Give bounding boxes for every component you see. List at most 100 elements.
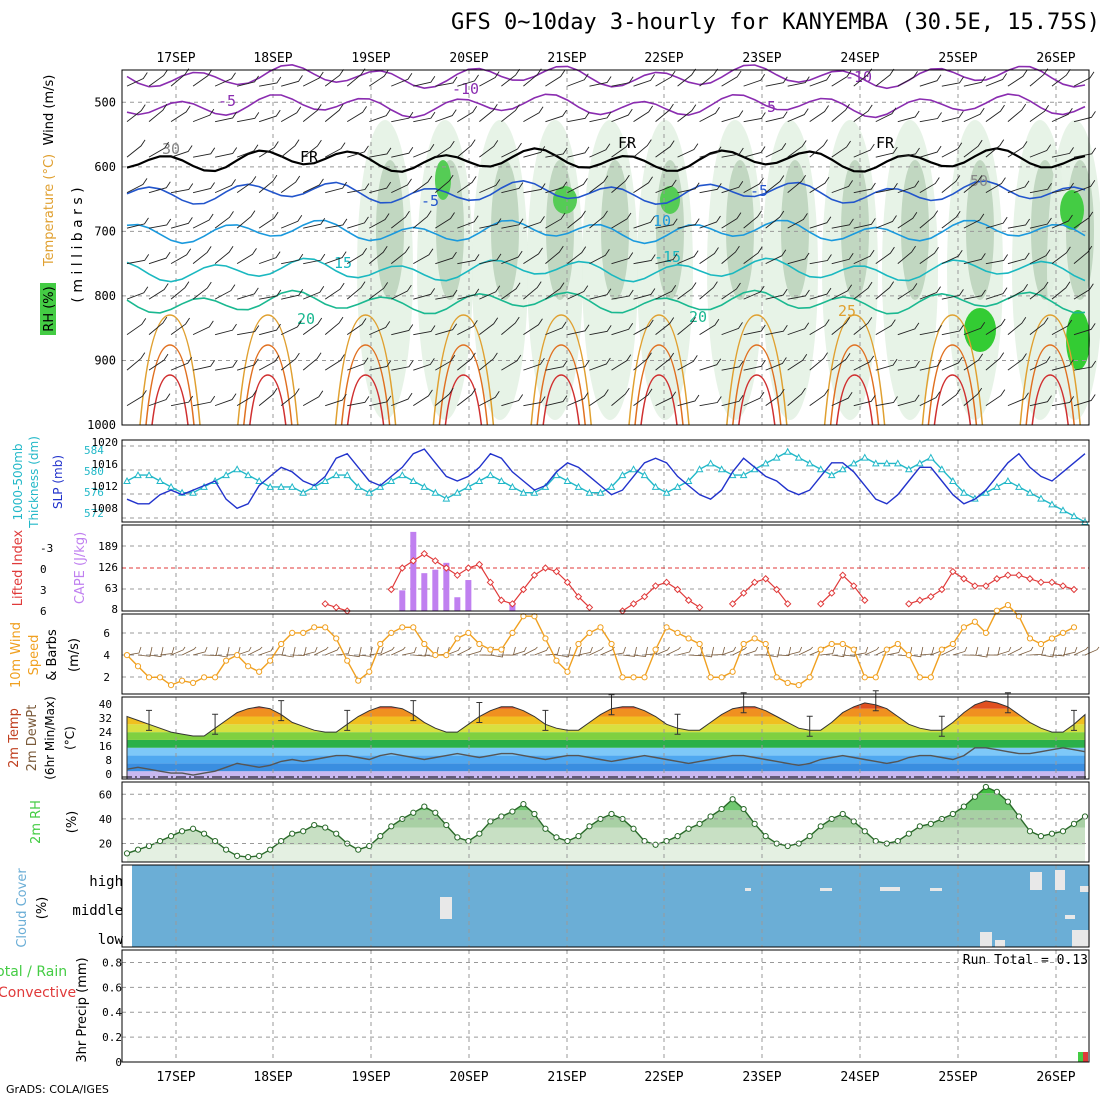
rh-line-point	[564, 837, 571, 845]
wind-barb	[1051, 147, 1074, 158]
wind-barb	[1007, 284, 1028, 300]
wind-speed-line-point	[145, 674, 153, 681]
wind-speed-line-point	[982, 629, 989, 636]
wind-barb	[280, 320, 302, 336]
rh-shade-high	[964, 308, 996, 352]
wind-barb	[985, 318, 1006, 336]
wind-speed-line-point	[674, 629, 681, 636]
rh-line-point	[134, 846, 142, 853]
surface-wind-barb	[622, 646, 637, 657]
thickness-line-point	[167, 482, 175, 490]
wind-barb	[126, 286, 149, 300]
surface-wind-barb	[853, 646, 869, 656]
wind-speed-line-point	[971, 618, 978, 625]
wind-speed-line-point	[1026, 635, 1034, 642]
pressure-tick: 800	[94, 289, 116, 303]
rh-line-point	[333, 830, 340, 837]
boundary-contour	[444, 374, 483, 426]
wind-speed-line-point	[399, 624, 406, 631]
surface-wind-barb	[567, 646, 582, 657]
wind-barb	[1029, 217, 1052, 229]
cloud-gap	[980, 932, 992, 947]
wind-barb	[633, 139, 652, 158]
wind-speed-line-point	[509, 629, 516, 636]
wind-barb	[192, 395, 216, 407]
contour-label: 20	[297, 310, 315, 328]
wind-barb	[809, 216, 832, 229]
wind-barb	[1029, 68, 1049, 87]
wind-barb	[303, 217, 326, 229]
wind-barb	[479, 104, 498, 122]
wind-barb	[853, 395, 876, 407]
wind-barb	[236, 248, 257, 265]
boundary-contour	[151, 374, 189, 426]
wind-speed-line-point	[278, 640, 285, 648]
surface-wind-barb	[402, 646, 417, 656]
wind-barb	[743, 360, 766, 371]
cloud-unit-label: (%)	[35, 897, 50, 920]
wind-barb	[325, 251, 347, 265]
wind-barb	[479, 352, 498, 371]
wind-barb	[148, 103, 168, 122]
surface-wind-barb	[501, 646, 516, 656]
wind-barb	[853, 218, 876, 229]
wind-barb	[1073, 245, 1093, 264]
wind-barb	[699, 183, 722, 194]
thickness-line-point	[1059, 506, 1067, 514]
wind-barb	[985, 104, 1005, 123]
wind-barb	[435, 323, 458, 336]
wind-speed-line-point	[894, 640, 901, 648]
surface-wind-barb	[1040, 646, 1056, 658]
wind-speed-line-point	[795, 682, 802, 689]
li-point	[321, 600, 329, 608]
surface-wind-barb	[126, 646, 142, 656]
wind-speed-line-point	[178, 677, 186, 684]
wind-barb	[413, 389, 433, 407]
li-point	[828, 589, 836, 597]
wind-speed-line-point	[256, 668, 263, 675]
wind-barb	[633, 254, 656, 265]
li-point	[497, 596, 506, 604]
li-tick: 6	[40, 605, 47, 618]
wind-axis-label-4: (m/s)	[67, 638, 82, 672]
surface-wind-barb	[1073, 646, 1089, 656]
temp-band	[127, 716, 1085, 725]
thickness-line-point	[321, 476, 330, 484]
rh-shade-mid	[726, 160, 754, 300]
contour-label: FR	[876, 134, 895, 152]
cape-tick: 8	[111, 603, 118, 616]
rh-line-point	[245, 853, 252, 861]
temp-axis-label-2: 2m DewPt	[25, 705, 40, 772]
surface-wind-barb	[512, 646, 527, 656]
thickness-line-point	[453, 488, 462, 496]
wind-barb	[126, 217, 149, 229]
wind-speed-line-point	[707, 674, 714, 681]
thickness-line-point	[486, 471, 495, 479]
minmax-bar	[608, 694, 615, 716]
wind-barb	[523, 146, 546, 158]
wind-barb	[853, 249, 875, 265]
rh-shade-mid	[546, 160, 574, 300]
wind-barb	[1029, 183, 1052, 194]
cape-tick: 189	[98, 540, 118, 553]
rh-line-point	[542, 825, 549, 832]
wind-barb	[280, 388, 300, 406]
wind-barb	[258, 211, 279, 229]
wind-barb	[655, 391, 677, 407]
thickness-line-point	[706, 459, 715, 467]
thickness-line-point	[926, 453, 935, 461]
li-point	[684, 596, 693, 604]
thickness-line-point	[838, 465, 847, 473]
li-point	[585, 603, 594, 612]
rh-line-point	[707, 813, 714, 820]
thickness-line-point	[530, 488, 539, 496]
wind-barb	[919, 112, 942, 123]
rh-line-point	[575, 833, 582, 840]
wind-speed-line-point	[883, 646, 890, 653]
li-point	[530, 571, 539, 579]
wind-barb	[919, 74, 942, 87]
boundary-contour	[139, 314, 201, 426]
wind-barb	[831, 284, 853, 300]
li-point	[629, 600, 638, 608]
rh-line-point	[641, 837, 648, 845]
